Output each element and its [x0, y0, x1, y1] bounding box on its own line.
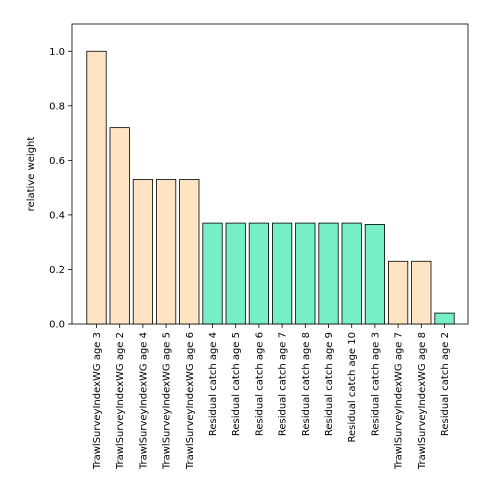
y-tick-label: 0.8: [49, 101, 65, 112]
bar: [341, 222, 362, 325]
bar: [132, 179, 153, 325]
y-axis-label: relative weight: [26, 137, 37, 212]
bar: [225, 222, 246, 325]
bar: [295, 222, 316, 325]
bar: [434, 312, 455, 325]
bar: [86, 50, 107, 325]
bar: [271, 222, 293, 325]
y-tick-label: 0.4: [49, 210, 65, 221]
bar: [411, 260, 432, 325]
x-tick-label: Residual catch age 10: [347, 332, 358, 443]
x-tick-label: TrawlSurveyIndexWG age 6: [185, 332, 196, 470]
x-tick-label: Residual catch age 2: [440, 332, 451, 436]
x-tick-label: TrawlSurveyIndexWG age 3: [92, 332, 103, 470]
bar: [318, 222, 339, 325]
x-axis: TrawlSurveyIndexWG age 3 TrawlSurveyIndex…: [92, 324, 451, 470]
x-tick-label: Residual catch age 3: [370, 332, 381, 436]
x-tick-label: TrawlSurveyIndexWG age 2: [115, 332, 126, 470]
y-tick-label: 0.2: [49, 265, 65, 276]
bar: [248, 222, 269, 325]
x-tick-label: Residual catch age 6: [254, 332, 265, 436]
plot-area-frame: [71, 23, 469, 325]
bar: [387, 260, 409, 325]
x-tick-label: Residual catch age 8: [301, 332, 312, 436]
x-tick-label: TrawlSurveyIndexWG age 4: [138, 332, 149, 470]
x-tick-label: TrawlSurveyIndexWG age 7: [394, 332, 405, 470]
bar: [202, 222, 223, 325]
bar: [179, 179, 200, 325]
y-tick-label: 1.0: [49, 47, 65, 58]
bar: [109, 127, 130, 325]
x-tick-label: TrawlSurveyIndexWG age 5: [162, 332, 173, 470]
y-tick-label: 0.0: [49, 320, 65, 331]
x-tick-label: Residual catch age 4: [208, 332, 219, 436]
x-tick-label: Residual catch age 5: [231, 332, 242, 436]
bars-layer: [86, 50, 455, 325]
bar: [364, 224, 386, 325]
bar: [155, 179, 177, 325]
x-tick-label: Residual catch age 9: [324, 332, 335, 436]
y-axis: 0.0 0.2 0.4 0.6 0.8 1.0: [49, 47, 72, 331]
x-tick-label: Residual catch age 7: [278, 332, 289, 436]
x-tick-label: TrawlSurveyIndexWG age 8: [417, 332, 428, 470]
y-tick-label: 0.6: [49, 156, 65, 167]
